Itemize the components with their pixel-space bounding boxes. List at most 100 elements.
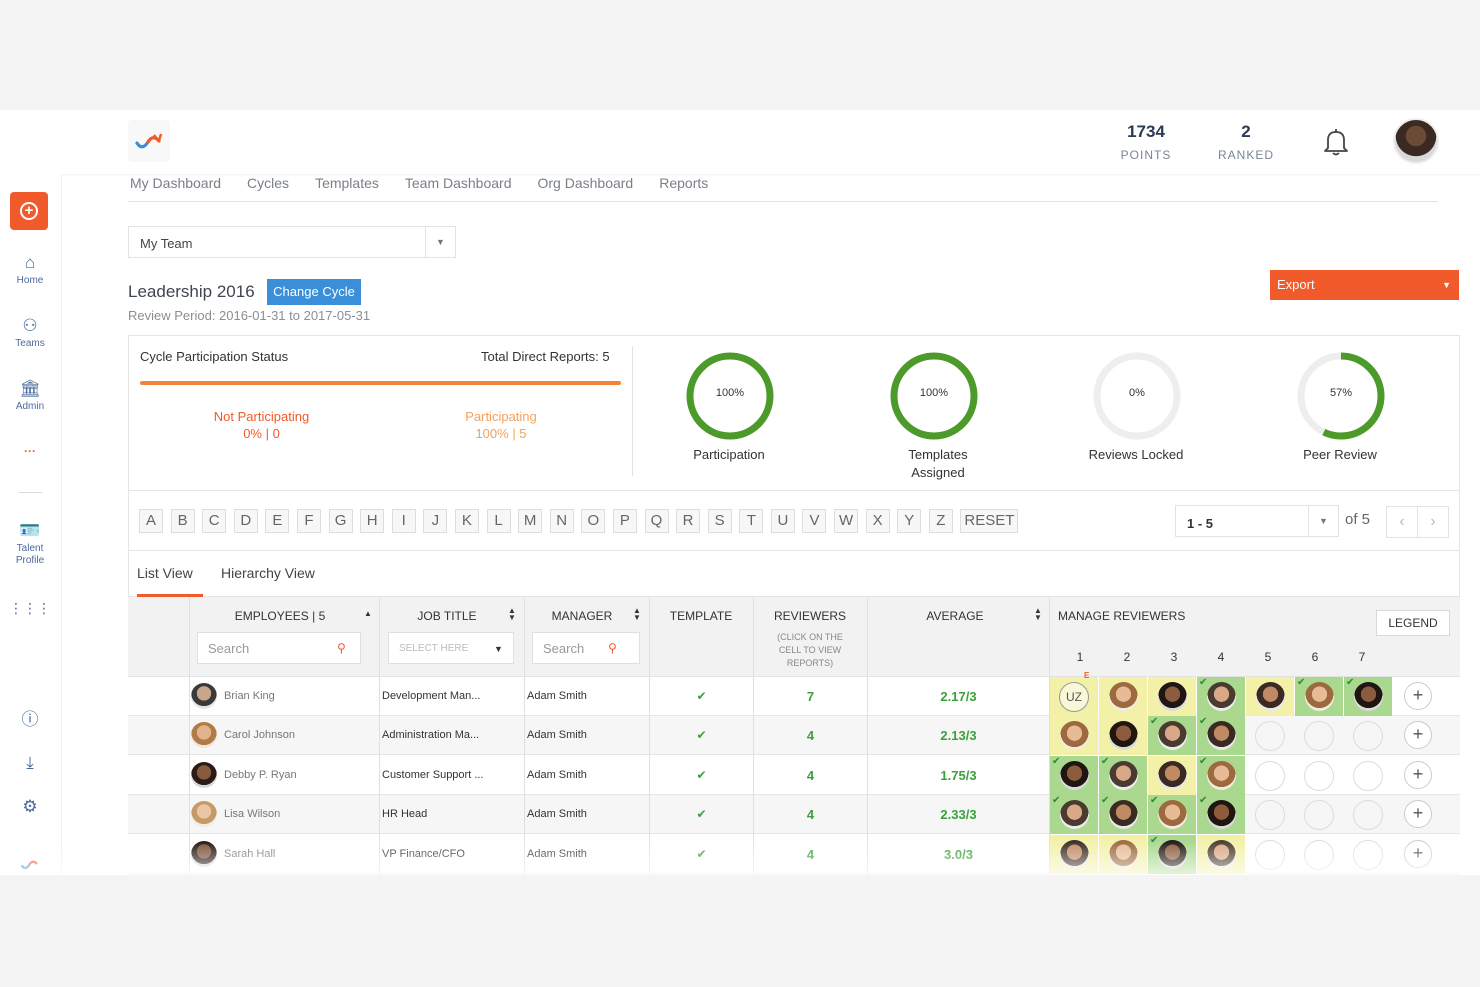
reviewer-slot[interactable]: ✔: [1099, 795, 1147, 835]
reviewer-slot[interactable]: [1246, 835, 1294, 874]
letter-filter-c[interactable]: C: [202, 509, 227, 533]
reviewers-count[interactable]: 4: [806, 807, 815, 823]
reviewer-slot[interactable]: [1295, 795, 1343, 834]
reviewer-slot[interactable]: [1344, 756, 1392, 795]
reviewer-slot[interactable]: [1050, 716, 1098, 756]
letter-filter-q[interactable]: Q: [644, 509, 669, 533]
sort-icon[interactable]: ▲ ▼: [508, 606, 516, 622]
sort-icon[interactable]: ▲ ▼: [633, 606, 641, 622]
sidebar-item-talent-profile[interactable]: 🪪 Talent Profile: [0, 522, 60, 567]
letter-filter-t[interactable]: T: [739, 509, 764, 533]
table-row[interactable]: Carol Johnson Administration Ma... Adam Sm…: [128, 716, 1460, 756]
reviewer-slot[interactable]: [1344, 795, 1392, 834]
bell-icon[interactable]: [1322, 127, 1350, 157]
letter-filter-p[interactable]: P: [612, 509, 637, 533]
reviewer-slot[interactable]: [1344, 716, 1392, 755]
letter-filter-k[interactable]: K: [454, 509, 479, 533]
reviewer-slot[interactable]: [1246, 716, 1294, 755]
cycle-arrows-logo-icon[interactable]: [128, 120, 170, 162]
reviewer-slot[interactable]: [1295, 756, 1343, 795]
reviewers-count[interactable]: 4: [806, 767, 815, 783]
reviewer-slot[interactable]: [1246, 677, 1294, 716]
reviewer-slot[interactable]: [1295, 835, 1343, 874]
letter-filter-z[interactable]: Z: [928, 509, 953, 533]
reviewer-slot[interactable]: ✔: [1148, 716, 1196, 756]
letter-filter-j[interactable]: J: [423, 509, 448, 533]
add-reviewer-button[interactable]: +: [1394, 677, 1444, 716]
manager-search-input[interactable]: Search: [532, 632, 640, 664]
add-reviewer-button[interactable]: +: [1394, 716, 1444, 755]
reviewer-slot[interactable]: ✔: [1197, 677, 1245, 716]
job-title-header[interactable]: JOB TITLE: [380, 609, 514, 623]
export-button[interactable]: Export ▼: [1270, 270, 1459, 300]
employee-name[interactable]: Carol Johnson: [224, 729, 295, 742]
reviewer-slot[interactable]: ✔: [1197, 755, 1245, 795]
nav-cycles[interactable]: Cycles: [247, 175, 290, 191]
letter-filter-e[interactable]: E: [265, 509, 290, 533]
sidebar-item-teams[interactable]: ⚇ Teams: [0, 317, 60, 350]
letter-filter-m[interactable]: M: [518, 509, 543, 533]
letter-filter-w[interactable]: W: [834, 509, 859, 533]
letter-filter-o[interactable]: O: [581, 509, 606, 533]
table-row[interactable]: Sarah Hall VP Finance/CFO Adam Smith ✔ 4 3.0/…: [128, 834, 1460, 874]
nav-team-dashboard[interactable]: Team Dashboard: [404, 175, 512, 191]
employees-header[interactable]: EMPLOYEES | 5: [190, 609, 370, 623]
add-reviewer-button[interactable]: +: [1394, 756, 1444, 795]
employee-name[interactable]: Debby P. Ryan: [224, 768, 297, 781]
reviewer-slot[interactable]: ✔: [1050, 795, 1098, 835]
employee-name[interactable]: Brian King: [224, 690, 275, 702]
reviewer-slot[interactable]: ✔: [1099, 755, 1147, 795]
sidebar-item-download[interactable]: ⤓: [0, 754, 60, 772]
reviewer-slot[interactable]: [1099, 716, 1147, 756]
nav-org-dashboard[interactable]: Org Dashboard: [537, 175, 634, 191]
reviewer-slot[interactable]: UZ E: [1050, 671, 1098, 716]
reviewer-slot[interactable]: ✔: [1295, 677, 1343, 716]
add-reviewer-button[interactable]: +: [1394, 835, 1444, 874]
legend-button[interactable]: LEGEND: [1376, 610, 1450, 636]
table-row[interactable]: Brian King Development Man... Adam Smith ✔ 7…: [128, 671, 1460, 716]
reviewers-count[interactable]: 4: [806, 846, 815, 862]
letter-filter-f[interactable]: F: [296, 509, 321, 533]
letter-filter-u[interactable]: U: [770, 509, 795, 533]
letter-filter-d[interactable]: D: [233, 509, 258, 533]
letter-filter-l[interactable]: L: [486, 509, 511, 533]
team-select[interactable]: My Team ▼: [128, 226, 456, 258]
tab-hierarchy-view[interactable]: Hierarchy View: [221, 565, 315, 581]
add-reviewer-button[interactable]: +: [1394, 795, 1444, 834]
letter-filter-g[interactable]: G: [328, 509, 353, 533]
reviewer-slot[interactable]: ✔: [1344, 677, 1392, 716]
page-range-select[interactable]: 1 - 5 ▼: [1175, 505, 1339, 537]
average-header[interactable]: AVERAGE: [868, 609, 1042, 623]
letter-filter-r[interactable]: R: [676, 509, 701, 533]
employee-search-input[interactable]: Search: [197, 632, 361, 664]
sort-icon[interactable]: ▲ ▼: [1034, 606, 1042, 622]
employee-name[interactable]: Lisa Wilson: [224, 808, 281, 821]
employee-name[interactable]: Sarah Hall: [224, 847, 276, 860]
letter-filter-b[interactable]: B: [170, 509, 195, 533]
letter-filter-i[interactable]: I: [391, 509, 416, 533]
letter-filter-y[interactable]: Y: [897, 509, 922, 533]
reviewer-slot[interactable]: ✔: [1148, 795, 1196, 835]
tab-list-view[interactable]: List View: [137, 565, 193, 581]
reviewers-count[interactable]: 4: [806, 728, 815, 744]
reviewer-slot[interactable]: [1197, 834, 1245, 874]
nav-reports[interactable]: Reports: [659, 175, 709, 191]
reviewers-count[interactable]: 7: [806, 689, 815, 704]
reviewer-slot[interactable]: ✔: [1197, 716, 1245, 756]
job-title-select[interactable]: SELECT HERE: [388, 632, 514, 664]
nav-my-dashboard[interactable]: My Dashboard: [130, 175, 222, 191]
letter-filter-s[interactable]: S: [707, 509, 732, 533]
reviewer-slot[interactable]: ✔: [1197, 795, 1245, 835]
reviewer-slot[interactable]: [1099, 677, 1147, 716]
reviewer-slot[interactable]: [1148, 677, 1196, 716]
reviewer-slot[interactable]: ✔: [1148, 834, 1196, 874]
letter-filter-h[interactable]: H: [360, 509, 385, 533]
reviewer-slot[interactable]: [1050, 834, 1098, 874]
sidebar-item-home[interactable]: ⌂ Home: [0, 254, 60, 287]
table-row[interactable]: Debby P. Ryan Customer Support ... Adam Sm…: [128, 755, 1460, 795]
reset-filter-button[interactable]: RESET: [960, 509, 1019, 533]
sidebar-item-settings[interactable]: ⚙: [0, 798, 60, 816]
nav-templates[interactable]: Templates: [315, 175, 379, 191]
sidebar-item-more[interactable]: ···: [0, 442, 60, 457]
reviewer-slot[interactable]: [1246, 795, 1294, 834]
